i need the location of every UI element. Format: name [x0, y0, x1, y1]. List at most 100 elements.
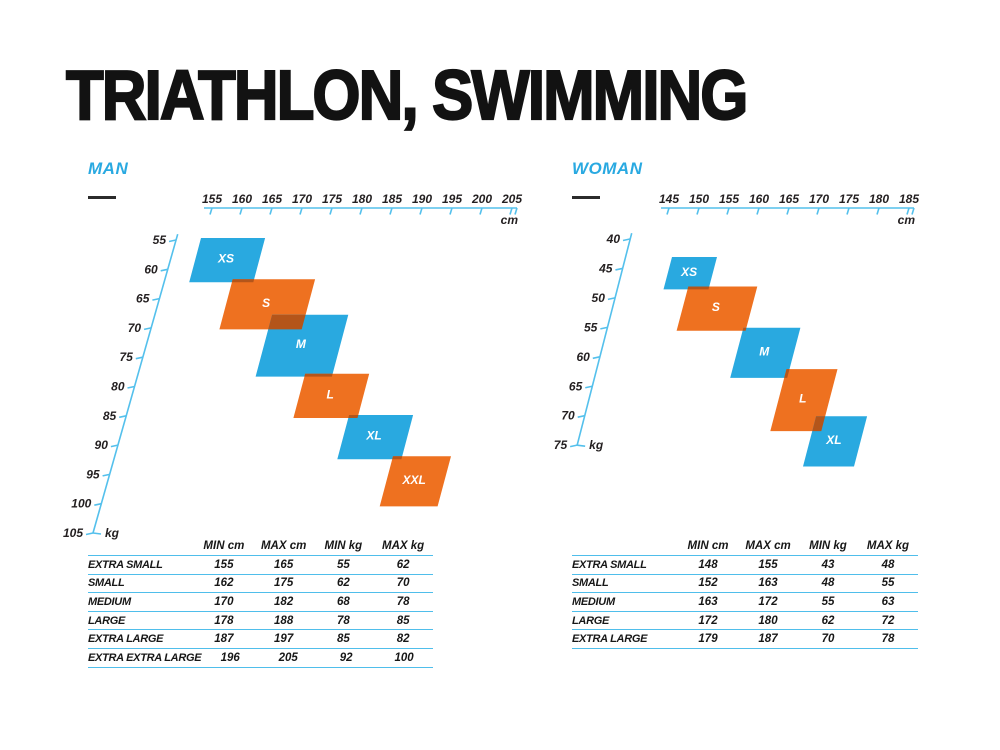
y-tick-label: 65 [569, 379, 583, 393]
size-region-l [770, 369, 838, 432]
y-axis-tick [585, 385, 593, 389]
size-value-cell: 155 [758, 558, 778, 571]
size-value-cell: 72 [881, 614, 895, 627]
x-axis-tick [239, 207, 243, 215]
x-tick-label: 165 [262, 192, 282, 206]
y-tick-label: 40 [606, 232, 621, 246]
y-axis-tick [615, 267, 623, 271]
y-tick-label: 55 [584, 320, 598, 334]
table-row: EXTRA LARGE 187 197 85 82 [88, 630, 433, 649]
table-row: SMALL 152 163 48 55 [572, 575, 918, 594]
x-axis-tick [299, 207, 303, 215]
size-value-cell: 48 [881, 558, 895, 571]
y-axis [92, 233, 179, 534]
table-row: EXTRA LARGE 179 187 70 78 [572, 630, 918, 649]
x-tick-label: 195 [442, 192, 462, 206]
size-name-cell: LARGE [88, 614, 126, 627]
y-tick-label: 100 [71, 497, 91, 511]
y-tick-label: 90 [95, 438, 109, 452]
size-value-cell: 78 [881, 633, 895, 646]
size-value-cell: 180 [758, 614, 778, 627]
size-value-cell: 163 [758, 577, 778, 590]
header-max-cm: MAX cm [260, 539, 307, 552]
size-name-cell: EXTRA SMALL [572, 558, 647, 571]
header-max-kg: MAX kg [866, 539, 910, 552]
x-axis-tick [756, 207, 760, 215]
x-axis-unit-label: cm [898, 213, 916, 227]
size-overlap-patch [231, 279, 255, 283]
size-name-cell: EXTRA EXTRA LARGE [88, 651, 202, 664]
size-name-cell: EXTRA SMALL [88, 558, 163, 571]
size-label-xl: XL [825, 433, 841, 447]
x-axis-tick [359, 207, 363, 215]
size-value-cell: 68 [336, 595, 350, 608]
x-tick-label: 155 [719, 192, 739, 206]
size-overlap-patch [348, 415, 359, 418]
size-label-m: M [759, 344, 770, 358]
size-region-xs [189, 238, 266, 283]
table-row: EXTRA EXTRA LARGE 196 205 92 100 [88, 649, 433, 668]
y-axis-tick [85, 532, 94, 536]
y-axis-foot [577, 444, 586, 447]
x-axis-tick [696, 207, 700, 215]
size-value-cell: 92 [339, 651, 353, 664]
y-axis-tick [127, 385, 135, 389]
y-axis-tick [622, 238, 631, 242]
size-value-cell: 85 [336, 633, 350, 646]
table-row: EXTRA SMALL 155 165 55 62 [88, 556, 433, 575]
y-axis-tick [168, 239, 177, 243]
y-axis-tick [607, 297, 616, 301]
size-value-cell: 62 [396, 558, 410, 571]
x-tick-label: 175 [322, 192, 342, 206]
x-tick-label: 180 [352, 192, 372, 206]
x-tick-label: 200 [471, 192, 492, 206]
size-region-l [293, 373, 370, 418]
size-value-cell: 55 [821, 595, 835, 608]
y-tick-label: 45 [598, 261, 613, 275]
size-name-cell: MEDIUM [88, 595, 131, 608]
size-overlap-patch [784, 369, 790, 378]
y-axis-tick [592, 356, 600, 360]
x-axis-unit-label: cm [501, 213, 519, 227]
x-tick-label: 155 [202, 192, 222, 206]
table-row: MEDIUM 163 172 55 63 [572, 593, 918, 612]
size-overlap-patch [268, 314, 306, 330]
y-tick-label: 50 [592, 291, 606, 305]
size-value-cell: 70 [821, 633, 835, 646]
size-value-cell: 170 [214, 595, 234, 608]
y-axis-tick [600, 326, 608, 330]
man-title-dash [88, 196, 116, 199]
x-tick-label: 170 [292, 192, 312, 206]
table-row: LARGE 172 180 62 72 [572, 612, 918, 631]
x-axis-tick [389, 207, 393, 215]
size-label-xs: XS [680, 265, 697, 279]
x-axis-tick [846, 207, 850, 215]
size-value-cell: 70 [396, 577, 410, 590]
table-header-row: MIN cm MAX cm MIN kg MAX kg [572, 536, 918, 556]
size-label-s: S [712, 300, 720, 314]
size-label-xxl: XXL [402, 473, 426, 487]
size-region-xxl [379, 456, 451, 507]
x-axis-tick [209, 207, 213, 215]
size-value-cell: 197 [274, 633, 294, 646]
size-overlap-patch [742, 327, 747, 331]
y-axis-tick [119, 415, 127, 419]
size-region-xs [663, 257, 717, 290]
y-tick-label: 95 [86, 467, 100, 481]
size-value-cell: 78 [336, 614, 350, 627]
x-axis-tick [666, 207, 670, 215]
x-axis-tick [329, 207, 333, 215]
size-value-cell: 152 [698, 577, 718, 590]
size-value-cell: 100 [394, 651, 414, 664]
size-value-cell: 48 [821, 577, 835, 590]
size-value-cell: 175 [274, 577, 294, 590]
x-axis-tick [816, 207, 820, 215]
man-size-table: MIN cm MAX cm MIN kg MAX kg EXTRA SMALL 1… [88, 536, 433, 668]
size-value-cell: 55 [881, 577, 895, 590]
size-value-cell: 148 [698, 558, 718, 571]
y-axis-tick [94, 502, 102, 506]
x-axis-tick [419, 207, 423, 215]
size-value-cell: 78 [396, 595, 410, 608]
y-axis-unit-label: kg [105, 526, 120, 540]
